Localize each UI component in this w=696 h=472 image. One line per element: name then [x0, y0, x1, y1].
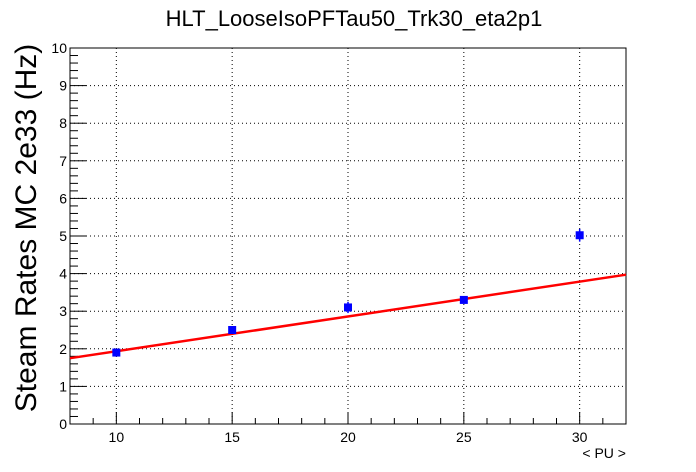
data-points — [112, 228, 584, 357]
y-tick-label: 10 — [51, 40, 67, 56]
y-tick-label: 6 — [59, 190, 67, 206]
y-tick-label: 5 — [59, 228, 67, 244]
x-tick-label: 25 — [456, 429, 472, 445]
data-point — [344, 303, 352, 312]
x-tick-label: 20 — [340, 429, 356, 445]
y-tick-label: 4 — [59, 266, 67, 282]
minor-ticks — [69, 55, 627, 424]
y-tick-label: 3 — [59, 303, 67, 319]
y-tick-label: 2 — [59, 341, 67, 357]
x-axis-ticks: 10 15 20 25 30 — [109, 412, 588, 445]
y-tick-label: 7 — [59, 153, 67, 169]
data-point — [112, 348, 121, 357]
y-tick-label: 1 — [59, 378, 67, 394]
x-tick-label: 15 — [224, 429, 240, 445]
chart-title: HLT_LooseIsoPFTau50_Trk30_eta2p1 — [166, 6, 543, 31]
x-tick-label: 10 — [109, 429, 125, 445]
grid-lines — [70, 48, 626, 424]
data-point — [575, 231, 584, 240]
y-tick-label: 0 — [59, 416, 67, 432]
y-tick-label: 8 — [59, 115, 67, 131]
y-axis-label: Steam Rates MC 2e33 (Hz) — [10, 44, 43, 412]
y-tick-label: 9 — [59, 78, 67, 94]
data-point — [228, 326, 237, 334]
y-axis-ticks: 0 1 2 3 4 5 6 7 8 9 10 — [51, 40, 86, 432]
x-axis-label: < PU > — [582, 445, 626, 461]
fit-lines — [69, 273, 627, 360]
data-point — [459, 295, 468, 304]
fit-line — [69, 273, 627, 360]
x-tick-label: 30 — [572, 429, 588, 445]
